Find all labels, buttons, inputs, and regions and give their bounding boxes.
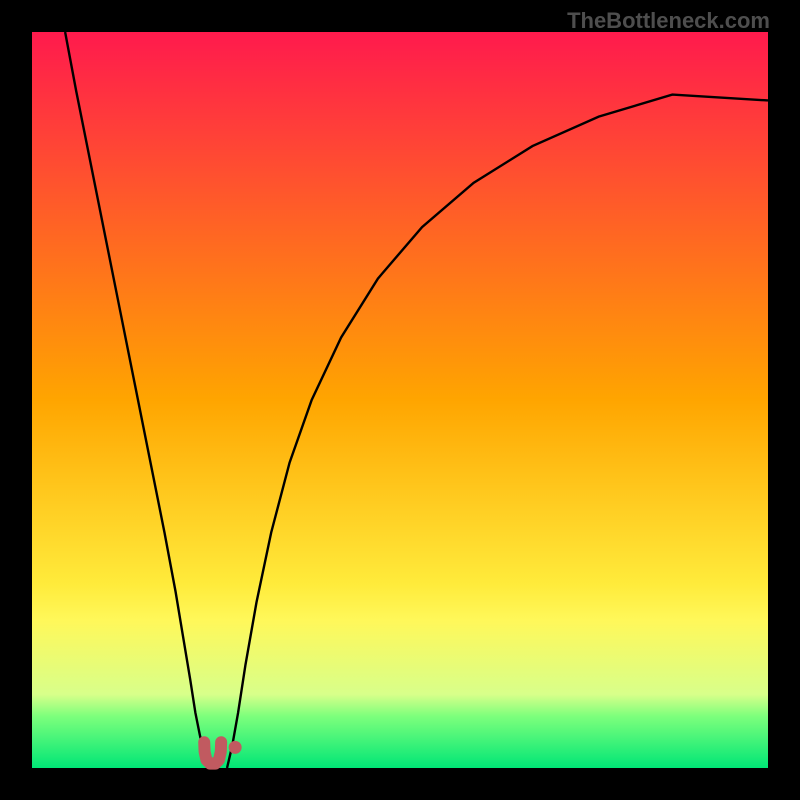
curve-right bbox=[227, 95, 768, 768]
watermark-text: TheBottleneck.com bbox=[567, 8, 770, 34]
curve-left bbox=[65, 32, 210, 768]
bottleneck-dot-marker bbox=[229, 741, 242, 754]
plot-svg bbox=[0, 0, 800, 800]
chart-container: TheBottleneck.com bbox=[0, 0, 800, 800]
bottleneck-u-marker bbox=[204, 742, 221, 763]
